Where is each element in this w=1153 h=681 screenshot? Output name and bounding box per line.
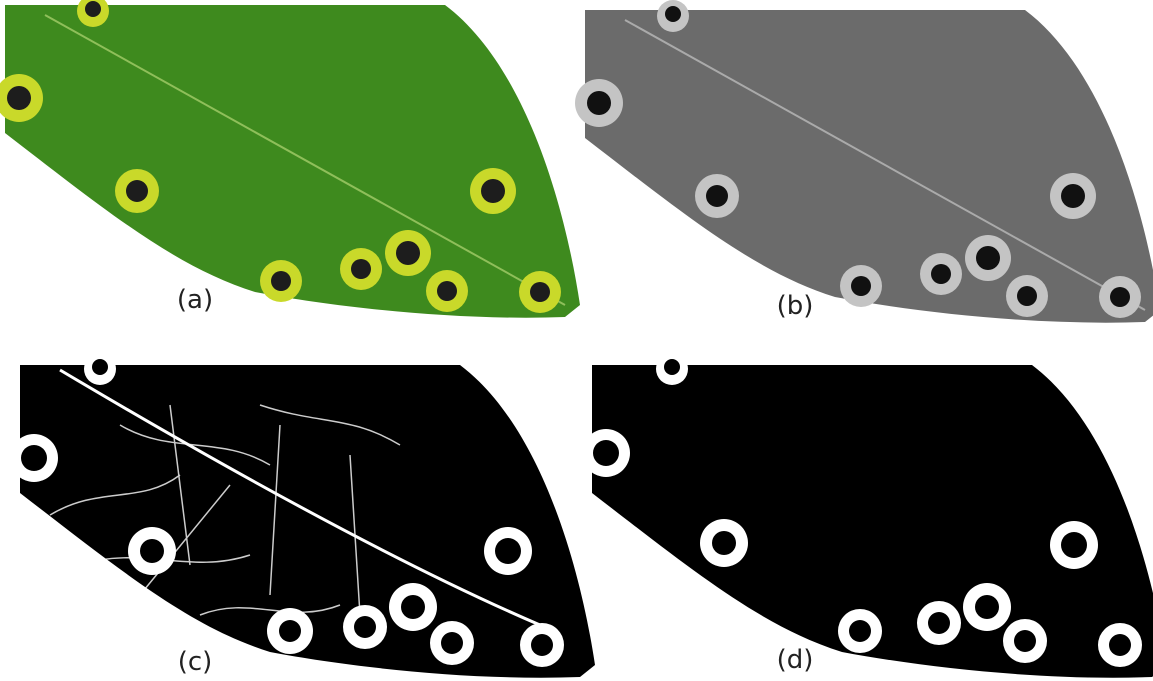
panel-c-image [10,353,595,678]
figure: (a) (b) (c) (d) [0,0,1153,681]
panel-b-image [575,0,1153,323]
panel-a-image [0,0,580,318]
panel-label: (a) [177,285,213,315]
panel-label: (c) [178,647,213,677]
panel-d-image [582,353,1153,678]
panel-label: (b) [777,291,814,321]
panel-label: (d) [777,645,814,675]
